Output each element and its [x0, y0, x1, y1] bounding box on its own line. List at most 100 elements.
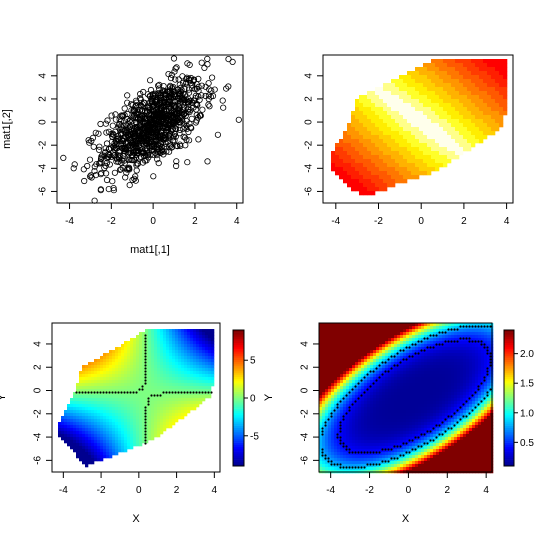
panel3-cell: [397, 359, 401, 363]
panel2-cell: [142, 401, 146, 405]
saddle-contour-mark: [192, 391, 195, 394]
scatter-point: [96, 146, 103, 153]
scatter-point: [179, 73, 186, 80]
panel1-cell: [423, 99, 428, 104]
panel2-cell: [154, 332, 158, 336]
saddle-contour-mark: [102, 391, 105, 394]
panel3-cell: [415, 344, 419, 348]
panel2-cell: [109, 416, 113, 420]
scatter-point: [164, 101, 171, 108]
panel3-cell: [325, 332, 329, 336]
panel1-cell: [371, 107, 376, 112]
panel1-cell: [387, 175, 392, 180]
panel2-cell: [163, 374, 167, 378]
panel1-cell: [403, 119, 408, 124]
scatter-point: [122, 146, 129, 153]
panel1-cell: [459, 75, 464, 80]
panel3-cell: [376, 338, 380, 342]
panel2-cell: [145, 392, 149, 396]
panel2-cell: [118, 377, 122, 381]
panel3-cell: [382, 323, 386, 327]
panel2-cell: [121, 410, 125, 414]
panel2-cell: [103, 437, 107, 441]
panel3-cell: [442, 353, 446, 357]
panel3-cell: [370, 362, 374, 366]
panel1-cell: [487, 71, 492, 76]
panel1-cell: [455, 147, 460, 152]
panel2-cell: [205, 353, 209, 357]
panel2-cell: [82, 452, 86, 456]
panel3-cell: [487, 338, 491, 342]
panel1-cell: [471, 79, 476, 84]
panel1-cell: [423, 163, 428, 168]
saddle-colorbar-cell: [233, 444, 244, 448]
panel2-cell: [79, 437, 83, 441]
panel3-cell: [400, 362, 404, 366]
saddle-y-label: Y: [0, 393, 8, 401]
saddle-contour-mark: [120, 391, 123, 394]
panel1-cell: [475, 103, 480, 108]
scatter-point: [147, 93, 154, 100]
panel1-cell: [443, 111, 448, 116]
panel3-cell: [328, 368, 332, 372]
panel3-cell: [352, 350, 356, 354]
scatter-points: [60, 55, 242, 204]
panel2-cell: [76, 422, 80, 426]
panel3-cell: [328, 359, 332, 363]
panel1-cell: [419, 171, 424, 176]
panel3-cell: [349, 353, 353, 357]
panel3-cell: [370, 329, 374, 333]
panel3-cell: [415, 368, 419, 372]
saddle-x-tick-label: -2: [97, 485, 106, 496]
panel3-cell: [427, 368, 431, 372]
panel3-cell: [349, 377, 353, 381]
panel2-cell: [202, 329, 206, 333]
panel2-cell: [100, 446, 104, 450]
panel2-cell: [187, 359, 191, 363]
panel2-cell: [106, 413, 110, 417]
panel2-cell: [139, 359, 143, 363]
panel3-cell: [397, 368, 401, 372]
panel3-cell: [367, 383, 371, 387]
panel2-cell: [160, 392, 164, 396]
panel3-cell: [352, 374, 356, 378]
panel3-cell: [397, 380, 401, 384]
panel2-cell: [76, 431, 80, 435]
panel1-cell: [443, 107, 448, 112]
panel2-cell: [190, 401, 194, 405]
scatter-point: [70, 165, 77, 172]
heat-x-tick-label: -2: [374, 216, 383, 227]
panel2-cell: [157, 392, 161, 396]
saddle-colorbar-cell: [233, 425, 244, 429]
panel2-cell: [154, 422, 158, 426]
panel1-cell: [375, 155, 380, 160]
panel2-cell: [115, 356, 119, 360]
panel1-cell: [471, 95, 476, 100]
panel1-cell: [455, 91, 460, 96]
panel2-cell: [178, 368, 182, 372]
panel2-cell: [91, 401, 95, 405]
panel3-cell: [481, 356, 485, 360]
panel2-cell: [103, 392, 107, 396]
panel3-cell: [385, 359, 389, 363]
panel3-cell: [382, 347, 386, 351]
panel3-cell: [322, 335, 326, 339]
panel2-cell: [211, 380, 215, 384]
panel1-cell: [367, 171, 372, 176]
panel3-cell: [379, 332, 383, 336]
panel1-cell: [367, 95, 372, 100]
saddle-colorbar-cell: [233, 404, 244, 407]
panel3-cell: [319, 350, 323, 354]
panel1-cell: [403, 163, 408, 168]
panel2-cell: [133, 359, 137, 363]
panel2-cell: [142, 368, 146, 372]
panel1-cell: [335, 167, 340, 172]
panel2-cell: [190, 347, 194, 351]
scatter-point: [130, 156, 138, 163]
panel3-cell: [442, 323, 446, 327]
panel2-cell: [88, 374, 92, 378]
panel1-cell: [411, 139, 416, 144]
panel2-cell: [106, 425, 110, 429]
panel2-cell: [85, 428, 89, 432]
